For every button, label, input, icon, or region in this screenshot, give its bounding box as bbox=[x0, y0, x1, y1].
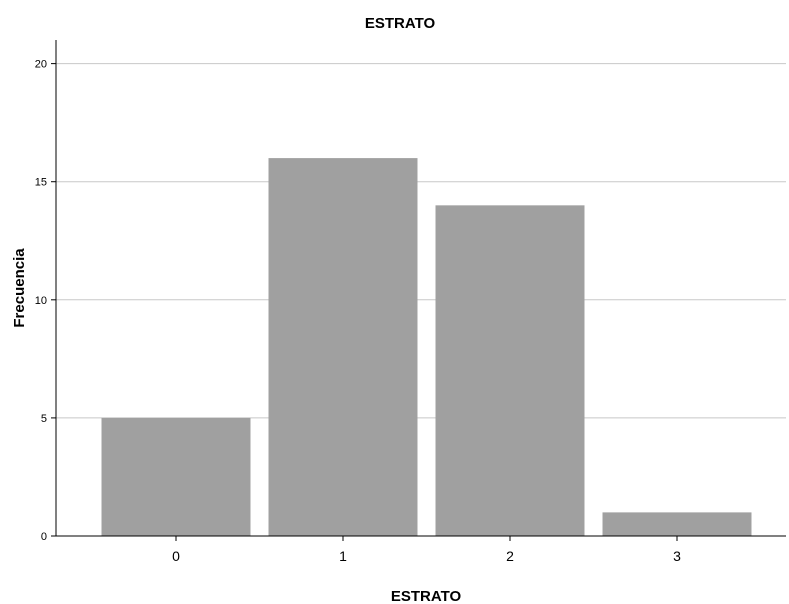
grid-lines bbox=[56, 63, 786, 419]
bars bbox=[101, 158, 752, 537]
y-tick-label-20: 20 bbox=[35, 59, 47, 71]
y-axis-title: Frecuencia bbox=[11, 248, 28, 328]
bar-2 bbox=[435, 205, 585, 537]
y-tick-label-5: 5 bbox=[41, 413, 47, 425]
bar-3 bbox=[602, 512, 752, 536]
y-tick-label-15: 15 bbox=[35, 177, 47, 189]
x-tick-label-3: 3 bbox=[673, 548, 681, 564]
bar-0 bbox=[101, 417, 251, 536]
chart-title: ESTRATO bbox=[365, 15, 436, 32]
y-tick-labels: 0 5 10 15 20 bbox=[35, 59, 56, 543]
x-tick-label-0: 0 bbox=[172, 548, 180, 564]
x-tick-label-2: 2 bbox=[506, 548, 514, 564]
x-axis-title: ESTRATO bbox=[391, 588, 462, 604]
x-tick-labels: 0 1 2 3 bbox=[172, 536, 681, 564]
bar-1 bbox=[268, 158, 418, 536]
y-tick-label-0: 0 bbox=[41, 531, 47, 543]
y-tick-label-10: 10 bbox=[35, 295, 47, 307]
x-tick-label-1: 1 bbox=[339, 548, 347, 564]
